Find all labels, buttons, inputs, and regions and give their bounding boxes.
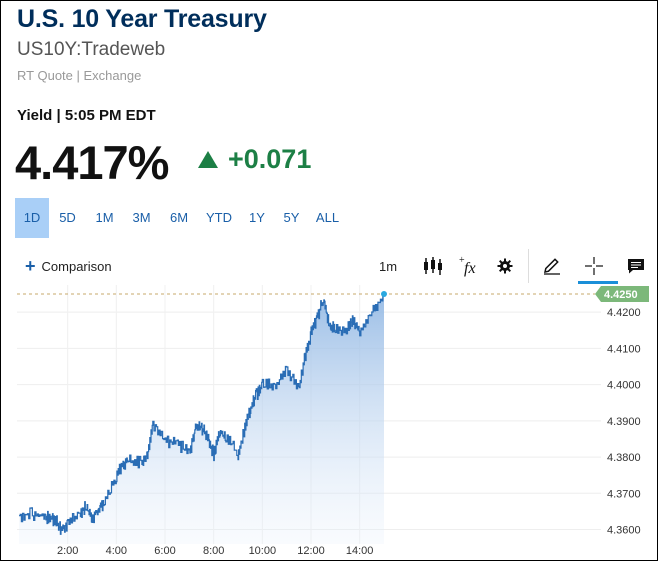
tab-range-5y[interactable]: 5Y [283,210,300,225]
y-tick-label: 4.4100 [607,343,641,355]
x-axis: 2:00 4:00 6:00 8:00 10:00 12:00 14:00 [57,545,373,557]
y-tick-label: 4.4000 [607,380,641,392]
y-tick-label: 4.4200 [607,307,641,319]
x-tick-label: 10:00 [249,545,277,557]
x-tick-label: 6:00 [154,545,175,557]
tab-range-1m[interactable]: 1M [95,210,114,225]
comparison-button[interactable]: + Comparison [25,256,112,276]
pencil-icon[interactable] [541,255,563,277]
tab-range-6m[interactable]: 6M [169,210,189,225]
x-tick-label: 12:00 [297,545,325,557]
crosshair-active-indicator [578,281,618,284]
comparison-label: Comparison [41,259,112,274]
up-triangle-icon [198,151,218,168]
last-price: 4.417% [15,136,169,189]
interval-selector[interactable]: 1m [379,258,398,274]
yield-area [19,292,384,544]
svg-text:+: + [459,255,465,266]
svg-text:fx: fx [464,260,476,277]
time-range-tabs: 1D 5D 1M 3M 6M YTD 1Y 5Y ALL [15,198,346,238]
toolbar-divider [528,249,529,283]
tab-range-ytd[interactable]: YTD [206,210,232,225]
chat-icon[interactable] [625,255,647,277]
last-point-dot [381,291,387,298]
tab-range-1d[interactable]: 1D [15,198,49,238]
plus-icon: + [25,256,36,276]
tab-range-all[interactable]: ALL [315,210,340,225]
crosshair-icon[interactable] [583,255,605,277]
price-change: +0.071 [198,144,311,175]
tab-range-5d[interactable]: 5D [59,210,76,225]
symbol-subtitle: US10Y:Tradeweb [17,39,166,60]
page-title: U.S. 10 Year Treasury [17,5,267,33]
y-tick-label: 4.3800 [607,452,641,464]
x-tick-label: 4:00 [106,545,127,557]
y-tick-label: 4.3900 [607,416,641,428]
fx-icon[interactable]: + fx [457,255,481,277]
gear-icon[interactable] [495,255,515,277]
y-tick-label: 4.3700 [607,488,641,500]
yield-time-label: Yield | 5:05 PM EDT [17,107,156,124]
yield-line [19,292,385,535]
chart-toolbar: + Comparison 1m + fx [1,249,657,284]
current-price-label: 4.4250 [604,289,638,301]
candlestick-icon[interactable] [421,255,445,277]
x-tick-label: 2:00 [57,545,78,557]
change-value: +0.071 [228,144,312,174]
current-price-tag: 4.4250 [595,286,649,303]
tab-range-1y[interactable]: 1Y [249,210,265,225]
x-tick-label: 14:00 [346,545,374,557]
y-axis: 4.4200 4.4100 4.4000 4.3900 4.3800 4.3700 4.36… [607,307,641,536]
tab-range-3m[interactable]: 3M [132,210,151,225]
y-tick-label: 4.3600 [607,525,641,537]
quote-source: RT Quote | Exchange [17,68,142,83]
x-tick-label: 8:00 [203,545,224,557]
yield-chart[interactable]: 4.4250 4.4200 4.4100 4.4000 4.3900 4.3800 4.3… [1,285,657,560]
